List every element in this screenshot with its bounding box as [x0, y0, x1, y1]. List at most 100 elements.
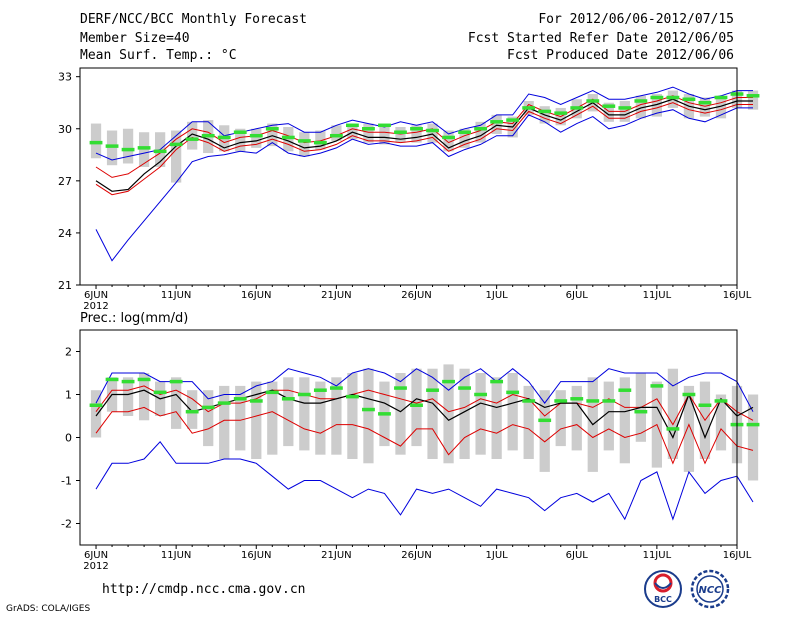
series-upper-line — [95, 95, 753, 178]
spread-box — [747, 394, 759, 481]
spread-box — [459, 128, 470, 148]
spread-box — [491, 377, 502, 459]
y-tick-label: -1 — [61, 475, 72, 488]
started-refer-date-label: Fcst Started Refer Date 2012/06/05 — [467, 31, 734, 46]
x-tick-label: 26JUN — [401, 290, 431, 301]
spread-box — [90, 390, 102, 438]
spread-box — [395, 127, 406, 143]
variable-label: Mean Surf. Temp.: °C — [80, 48, 237, 63]
spread-box — [459, 368, 470, 459]
x-tick-label: 11JUN — [161, 290, 191, 301]
x-tick-label: 16JUL — [723, 550, 752, 561]
series-min-line — [95, 107, 753, 262]
x-tick-label: 6JUN — [84, 290, 108, 301]
x-tick-label: 16JUN — [241, 550, 271, 561]
y-tick-label: -2 — [61, 518, 72, 531]
spread-box — [635, 95, 646, 119]
spread-box — [683, 385, 695, 472]
spread-box — [299, 377, 310, 451]
x-tick-label: 21JUN — [321, 290, 351, 301]
y-tick-label: 33 — [58, 71, 72, 84]
spread-box — [443, 130, 454, 152]
spread-box — [267, 123, 278, 147]
x-tick-label: 26JUN — [401, 550, 431, 561]
spread-box — [507, 373, 518, 451]
y-tick-label: 30 — [58, 123, 72, 136]
spread-box — [267, 381, 278, 455]
spread-box — [411, 368, 422, 447]
ncc-logo-text: NCC — [698, 585, 722, 596]
x-year-label: 2012 — [83, 561, 108, 572]
bcc-logo-text: BCC — [654, 595, 672, 604]
spread-box — [363, 368, 374, 464]
spread-box — [379, 125, 390, 145]
ncc-logo-icon: NCC — [690, 569, 730, 609]
series-max-line — [95, 86, 753, 161]
spread-box — [619, 377, 630, 464]
x-tick-label: 11JUL — [643, 550, 672, 561]
x-tick-label: 11JUN — [161, 550, 191, 561]
figure-title: DERF/NCC/BCC Monthly Forecast — [80, 12, 307, 27]
spread-box — [475, 121, 486, 143]
y-tick-label: 24 — [58, 227, 72, 240]
series-mean-line — [95, 98, 753, 192]
spread-box — [235, 385, 246, 451]
spread-box — [171, 130, 182, 183]
spread-box — [187, 390, 198, 429]
spread-box — [171, 377, 182, 429]
spread-box — [475, 373, 486, 455]
member-size-label: Member Size=40 — [80, 31, 190, 46]
x-tick-label: 6JUL — [566, 550, 589, 561]
y-tick-label: 2 — [65, 346, 72, 359]
spread-box — [235, 128, 246, 152]
x-tick-label: 21JUN — [321, 550, 351, 561]
forecast-period-label: For 2012/06/06-2012/07/15 — [538, 12, 734, 27]
x-tick-label: 16JUN — [241, 290, 271, 301]
spread-box — [555, 390, 566, 447]
spread-box — [603, 381, 614, 451]
spread-box — [603, 102, 614, 122]
x-tick-label: 1JUL — [486, 290, 509, 301]
spread-box — [331, 125, 342, 141]
spread-box — [203, 390, 214, 447]
spread-box — [122, 377, 134, 416]
spread-box — [427, 123, 438, 143]
spread-box — [523, 385, 534, 459]
website-url[interactable]: http://cmdp.ncc.cma.gov.cn — [102, 582, 306, 597]
spread-box — [715, 394, 727, 451]
spread-box — [122, 128, 134, 164]
spread-box — [251, 128, 262, 148]
spread-box — [315, 381, 326, 455]
spread-box — [747, 90, 759, 110]
y-tick-label: 21 — [58, 279, 72, 292]
spread-box — [395, 373, 406, 455]
y-tick-label: 0 — [65, 432, 72, 445]
spread-box — [715, 95, 727, 119]
x-tick-label: 16JUL — [723, 290, 752, 301]
bcc-logo-icon: BCC — [644, 570, 682, 608]
spread-box — [299, 132, 310, 157]
series-max-line — [95, 368, 754, 412]
series-lower-line — [95, 102, 753, 196]
panel-1: 21 24 27 30 33 6JUN 11JUN 16JUN 21JUN 26JUN 1JUL 6J… — [58, 67, 760, 312]
spread-box — [219, 385, 230, 459]
spread-box — [138, 373, 150, 421]
spread-box — [347, 373, 358, 459]
spread-box — [251, 381, 262, 459]
y-tick-label: 1 — [65, 389, 72, 402]
spread-box — [651, 94, 663, 117]
y-tick-label: 27 — [58, 175, 72, 188]
x-tick-label: 6JUN — [84, 550, 108, 561]
spread-box — [347, 123, 358, 140]
series-lower-line — [95, 406, 754, 465]
produced-date-label: Fcst Produced Date 2012/06/06 — [507, 48, 734, 63]
spread-box — [427, 368, 438, 459]
spread-box — [411, 125, 422, 143]
precip-panel-title: Prec.: log(mm/d) — [80, 311, 188, 326]
x-tick-label: 1JUL — [486, 550, 509, 561]
spread-box — [315, 130, 326, 150]
plot-frame — [79, 67, 738, 286]
